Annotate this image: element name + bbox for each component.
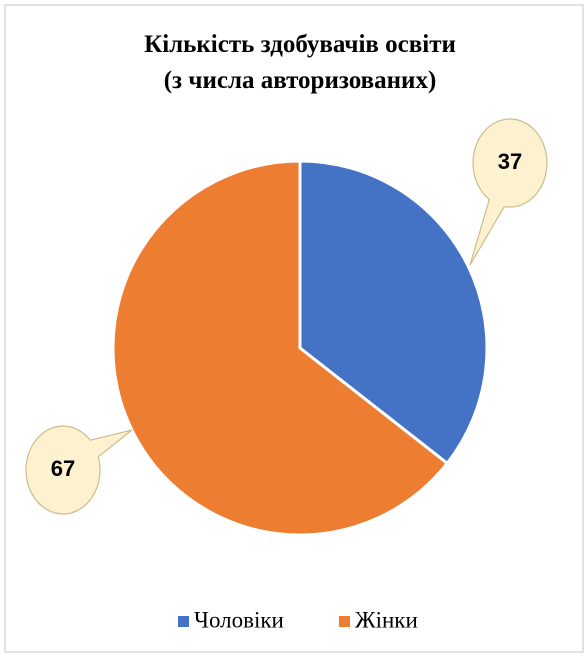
chart-title: (з числа авторизованих) (164, 67, 437, 94)
data-label: 67 (51, 456, 75, 481)
legend-swatch (178, 616, 189, 627)
callout-bubble (469, 118, 548, 266)
chart-title: Кількість здобувачів освіти (144, 31, 456, 58)
legend-label: Жінки (355, 607, 418, 632)
legend-label: Чоловіки (194, 607, 284, 632)
callout-bubble (25, 425, 133, 515)
legend-swatch (339, 616, 350, 627)
data-label: 37 (498, 149, 522, 174)
pie-slice (298, 159, 489, 466)
